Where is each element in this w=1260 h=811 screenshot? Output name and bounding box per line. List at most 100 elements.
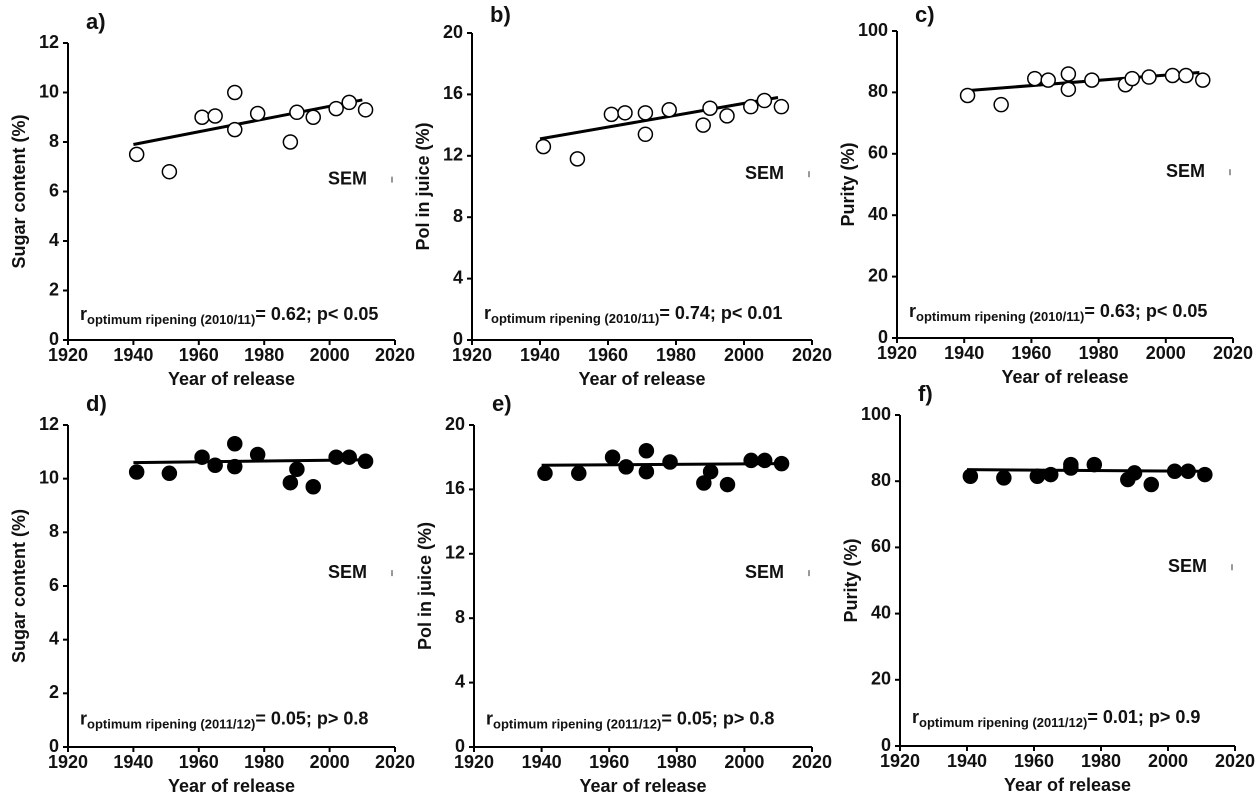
x-tick-label: 1960 bbox=[179, 345, 219, 365]
x-tick-label: 1980 bbox=[244, 345, 284, 365]
panel: 0 2 4 6 8 10 12 1920 1940 1960 1980 2000 2020 Year of… bbox=[9, 9, 415, 389]
data-point bbox=[1040, 72, 1056, 88]
data-point bbox=[743, 452, 759, 469]
y-tick-label: 60 bbox=[868, 143, 888, 163]
data-point bbox=[249, 105, 266, 122]
annotation: roptimum ripening (2010/11)= 0.62; p< 0.… bbox=[80, 304, 378, 328]
annotation: roptimum ripening (2010/11)= 0.63; p< 0.… bbox=[909, 301, 1207, 325]
annotation-subscript: optimum ripening (2011/12) bbox=[919, 715, 1087, 730]
data-point bbox=[1043, 466, 1059, 483]
annotation-subscript: optimum ripening (2011/12) bbox=[87, 717, 255, 732]
data-point bbox=[756, 92, 773, 109]
y-tick-label: 6 bbox=[49, 575, 59, 595]
trend-line bbox=[133, 98, 363, 146]
sem-label: SEM bbox=[1168, 556, 1207, 576]
data-point bbox=[695, 117, 711, 133]
x-tick-label: 2020 bbox=[1215, 751, 1255, 771]
y-tick-label: 10 bbox=[39, 467, 59, 487]
sem-label: SEM bbox=[745, 562, 784, 582]
data-point bbox=[357, 453, 374, 469]
data-point bbox=[773, 98, 790, 115]
data-point bbox=[1195, 72, 1211, 88]
trend-line bbox=[966, 468, 1202, 473]
annotation-subscript: optimum ripening (2010/11) bbox=[491, 311, 659, 326]
y-tick-label: 12 bbox=[443, 145, 463, 165]
x-tick-label: 1940 bbox=[113, 752, 153, 772]
annotation-subscript: optimum ripening (2010/11) bbox=[916, 309, 1084, 324]
x-tick-label: 2000 bbox=[1148, 751, 1188, 771]
data-point bbox=[959, 87, 976, 104]
x-tick-label: 1920 bbox=[452, 345, 492, 365]
annotation-subscript: optimum ripening (2010/11) bbox=[87, 312, 255, 327]
annotation: roptimum ripening (2010/11)= 0.74; p< 0.… bbox=[484, 303, 782, 327]
data-point bbox=[603, 106, 620, 123]
annotation-text: = 0.63; p< 0.05 bbox=[1084, 301, 1207, 321]
data-point bbox=[341, 449, 357, 465]
data-point bbox=[194, 109, 210, 125]
y-axis-title: Purity (%) bbox=[838, 142, 858, 226]
annotation-text: = 0.01; p> 0.9 bbox=[1087, 707, 1200, 727]
data-point bbox=[1166, 463, 1183, 480]
y-tick-label: 100 bbox=[861, 404, 891, 424]
data-point bbox=[662, 454, 678, 470]
y-axis-title: Purity (%) bbox=[841, 538, 861, 622]
y-tick-label: 16 bbox=[443, 83, 463, 103]
x-tick-label: 1940 bbox=[947, 751, 987, 771]
data-point bbox=[128, 146, 145, 163]
x-tick-label: 2020 bbox=[792, 752, 832, 772]
x-tick-label: 1920 bbox=[48, 345, 88, 365]
panel-label: f) bbox=[918, 381, 933, 406]
data-point bbox=[207, 457, 223, 473]
y-tick-label: 2 bbox=[49, 682, 59, 702]
data-point bbox=[638, 443, 655, 459]
data-point bbox=[305, 109, 321, 125]
annotation-text: = 0.62; p< 0.05 bbox=[255, 304, 378, 324]
x-tick-label: 1960 bbox=[1011, 343, 1051, 363]
data-point bbox=[1029, 468, 1046, 484]
y-tick-label: 40 bbox=[871, 602, 891, 622]
y-tick-label: 8 bbox=[49, 521, 59, 541]
sem-label: SEM bbox=[328, 562, 367, 582]
data-point bbox=[571, 465, 587, 482]
y-tick-label: 0 bbox=[49, 736, 59, 756]
y-tick-label: 12 bbox=[39, 32, 59, 52]
data-point bbox=[696, 475, 712, 491]
data-point bbox=[719, 108, 735, 124]
x-tick-label: 1920 bbox=[454, 752, 494, 772]
panel-label: c) bbox=[915, 2, 935, 27]
y-tick-label: 8 bbox=[455, 607, 465, 627]
panel: 0 2 4 6 8 10 12 1920 1940 1960 1980 2000 2020 Year of… bbox=[9, 391, 415, 796]
data-point bbox=[249, 446, 266, 463]
data-point bbox=[618, 459, 634, 475]
y-tick-label: 12 bbox=[39, 414, 59, 434]
data-point bbox=[617, 105, 633, 121]
data-point bbox=[161, 163, 178, 180]
x-tick-label: 2000 bbox=[724, 345, 764, 365]
data-point bbox=[1164, 67, 1181, 84]
x-axis-title: Year of release bbox=[578, 369, 705, 389]
data-point bbox=[328, 449, 344, 465]
sem-label: SEM bbox=[745, 163, 784, 183]
data-point bbox=[227, 84, 243, 101]
trend-line bbox=[964, 70, 1200, 93]
y-tick-label: 20 bbox=[868, 265, 888, 285]
sem-label: SEM bbox=[1166, 161, 1205, 181]
y-tick-label: 80 bbox=[871, 470, 891, 490]
y-tick-label: 0 bbox=[455, 736, 465, 756]
data-point bbox=[756, 452, 773, 469]
x-axis-title: Year of release bbox=[579, 776, 706, 796]
x-axis-title: Year of release bbox=[1001, 367, 1128, 387]
data-point bbox=[341, 94, 357, 111]
annotation: roptimum ripening (2011/12)= 0.01; p> 0.… bbox=[912, 707, 1200, 731]
y-tick-label: 6 bbox=[49, 180, 59, 200]
data-point bbox=[1124, 70, 1140, 87]
x-tick-label: 2020 bbox=[1213, 343, 1253, 363]
y-tick-label: 4 bbox=[49, 628, 59, 648]
x-tick-label: 1920 bbox=[877, 343, 917, 363]
data-point bbox=[227, 458, 243, 475]
data-point bbox=[357, 102, 374, 118]
y-tick-label: 10 bbox=[39, 81, 59, 101]
data-point bbox=[535, 138, 552, 155]
panel-label: e) bbox=[492, 391, 512, 416]
panel-label: a) bbox=[86, 9, 106, 34]
